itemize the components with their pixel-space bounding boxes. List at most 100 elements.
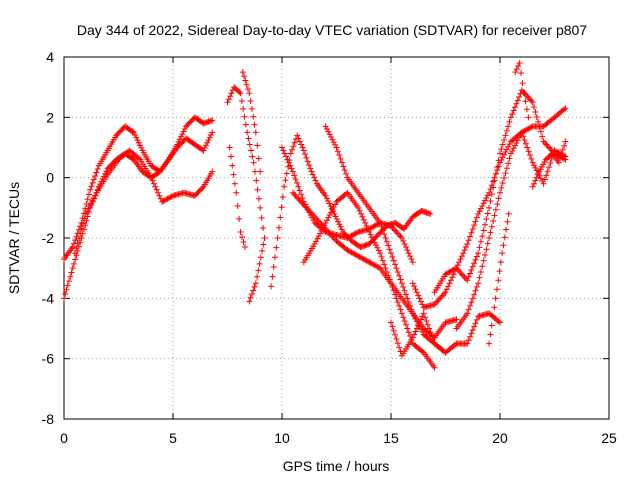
data-point-plus (340, 163, 347, 170)
data-point-plus (278, 204, 285, 211)
data-point-plus (254, 273, 261, 280)
data-point-plus (227, 153, 234, 160)
data-point-plus (284, 156, 291, 163)
data-point-plus (486, 340, 493, 347)
data-point-plus (510, 107, 517, 114)
data-point-plus (460, 272, 467, 279)
data-point-plus (415, 292, 422, 299)
data-point-plus (417, 326, 424, 333)
data-point-plus (330, 204, 337, 211)
data-point-plus (469, 327, 476, 334)
data-point-plus (255, 155, 262, 162)
data-point-plus (283, 153, 290, 160)
data-point-plus (468, 299, 475, 306)
data-point-plus (321, 222, 328, 229)
data-point-plus (559, 146, 566, 153)
data-point-plus (402, 244, 409, 251)
data-point-plus (521, 136, 528, 143)
data-point-plus (416, 295, 423, 302)
data-point-plus (396, 302, 403, 309)
data-point-plus (227, 93, 234, 100)
data-point-plus (230, 171, 237, 178)
data-point-plus (375, 247, 382, 254)
data-point-plus (92, 172, 99, 179)
data-point-plus (501, 136, 508, 143)
data-point-plus (252, 280, 259, 287)
data-point-plus (332, 141, 339, 148)
data-point-plus (381, 261, 388, 268)
data-point-plus (516, 93, 523, 100)
data-point-plus (72, 237, 79, 244)
data-point-plus (84, 196, 91, 203)
data-point-plus (503, 165, 510, 172)
data-point-plus (465, 337, 472, 344)
data-point-plus (336, 152, 343, 159)
data-point-plus (330, 235, 337, 241)
data-point-plus (401, 317, 408, 324)
data-point-plus (367, 231, 374, 238)
data-point-plus (333, 216, 340, 223)
data-point-plus (379, 257, 386, 264)
data-point-plus (366, 228, 373, 235)
data-point-plus (377, 219, 384, 226)
data-point-plus (389, 284, 396, 291)
data-point-plus (420, 310, 427, 317)
data-point-plus (382, 235, 389, 241)
data-point-plus (314, 235, 321, 242)
data-point-plus (322, 219, 329, 226)
data-point-plus (472, 256, 479, 263)
data-point-plus (499, 141, 506, 148)
data-point-plus (458, 271, 465, 278)
data-point-plus (180, 128, 187, 135)
data-point-plus (435, 296, 442, 303)
data-point-plus (394, 268, 401, 275)
data-point-plus (547, 159, 554, 166)
data-point-plus (476, 274, 483, 281)
data-point-plus (411, 313, 418, 320)
data-point-plus (431, 364, 438, 371)
data-point-plus (84, 208, 91, 215)
data-point-plus (133, 134, 140, 141)
data-point-plus (507, 114, 514, 121)
data-point-plus (368, 234, 375, 241)
data-point-plus (471, 323, 478, 330)
data-point-plus (72, 256, 79, 263)
data-point-plus (484, 240, 491, 247)
data-point-plus (250, 159, 257, 166)
data-point-plus (178, 133, 185, 140)
data-point-plus (134, 137, 141, 144)
data-point-plus (397, 276, 404, 283)
data-point-plus (75, 235, 82, 242)
data-point-plus (247, 98, 254, 105)
data-point-plus (427, 210, 434, 217)
data-point-plus (468, 229, 475, 236)
data-point-plus (307, 165, 314, 172)
data-point-plus (251, 121, 258, 128)
series-arc-13 (388, 310, 503, 359)
y-tick-label: 4 (46, 49, 54, 65)
data-point-plus (298, 198, 305, 205)
data-point-plus (398, 310, 405, 317)
data-point-plus (477, 268, 484, 275)
data-point-plus (370, 236, 377, 243)
x-tick-label: 5 (169, 430, 177, 446)
data-point-plus (495, 277, 502, 284)
data-point-plus (298, 191, 305, 198)
data-point-plus (363, 222, 370, 229)
series-arc-5 (239, 69, 264, 175)
data-point-plus (209, 168, 216, 175)
data-point-plus (462, 244, 469, 251)
data-point-plus (460, 250, 467, 257)
data-point-plus (428, 333, 435, 340)
data-point-plus (404, 325, 411, 332)
data-point-plus (541, 139, 548, 146)
data-point-plus (499, 179, 506, 186)
data-point-plus (303, 154, 310, 161)
data-point-plus (405, 329, 412, 336)
data-point-plus (496, 268, 503, 275)
data-point-plus (490, 218, 497, 225)
data-point-plus (338, 226, 345, 233)
data-point-plus (417, 316, 424, 323)
data-point-plus (323, 126, 330, 133)
data-point-plus (386, 246, 393, 253)
